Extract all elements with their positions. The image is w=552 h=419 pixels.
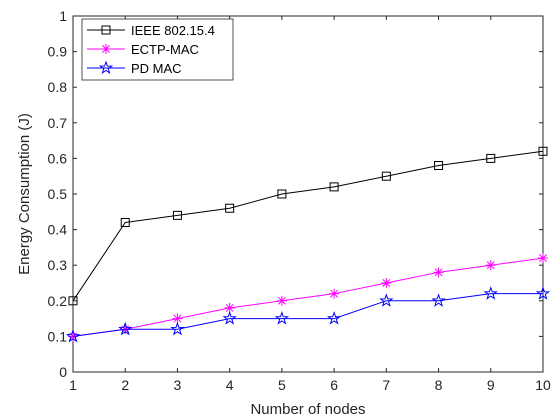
data-point: [485, 260, 496, 271]
data-point: [434, 161, 444, 171]
data-point: [276, 295, 287, 306]
x-tick-label: 1: [69, 377, 77, 393]
y-axis-label: Energy Consumption (J): [16, 113, 33, 275]
y-tick-label: 1: [59, 8, 67, 24]
series-line: [72, 293, 543, 337]
data-point: [538, 146, 548, 156]
data-point: [277, 189, 287, 199]
legend-label: IEEE 802.15.4: [131, 23, 215, 38]
legend: IEEE 802.15.4 ECTP-MAC PD MAC: [81, 18, 234, 81]
x-tick-label: 2: [121, 377, 129, 393]
x-tick-label: 7: [382, 377, 390, 393]
series-pd-mac: [65, 286, 551, 343]
series-ieee-802-15-4: [68, 146, 548, 306]
y-tick-label: 0.1: [48, 328, 68, 344]
data-point: [329, 182, 339, 192]
y-tick-label: 0.9: [48, 44, 68, 60]
data-point: [381, 278, 392, 288]
x-tick-label: 8: [435, 377, 443, 393]
data-point: [224, 302, 235, 313]
data-point: [431, 293, 446, 307]
series-layer: [65, 146, 551, 343]
data-point: [326, 311, 342, 325]
data-point: [486, 153, 496, 163]
x-tick-label: 3: [174, 377, 182, 393]
legend-marker: [98, 60, 114, 75]
legend-label: ECTP-MAC: [131, 42, 199, 57]
legend-item: IEEE 802.15.4: [87, 23, 215, 38]
axis-ticks: 1 2 3 4 5 6 7 8 9 10 0 0.1 0.2 0.3 0.4 0.5 0.6 0.7 0.8 0.9 1: [48, 8, 551, 393]
data-point: [68, 296, 78, 306]
series-line: [72, 257, 544, 337]
y-tick-label: 0.5: [48, 186, 68, 202]
data-point: [118, 321, 133, 336]
y-tick-label: 0.6: [48, 150, 68, 166]
data-point: [329, 288, 340, 299]
data-point: [381, 171, 391, 181]
y-tick-label: 0.4: [48, 222, 68, 238]
data-point: [379, 293, 394, 307]
data-point: [483, 286, 498, 300]
y-tick-label: 0.7: [48, 115, 68, 131]
x-tick-label: 10: [535, 377, 551, 393]
x-tick-label: 6: [330, 377, 338, 393]
x-tick-label: 4: [226, 377, 234, 393]
legend-item: ECTP-MAC: [87, 42, 199, 57]
data-point: [535, 286, 551, 300]
legend-label: PD MAC: [131, 61, 182, 76]
data-point: [274, 311, 290, 325]
data-point: [170, 321, 185, 336]
data-point: [172, 210, 182, 220]
legend-marker: [101, 44, 111, 54]
y-tick-label: 0.3: [48, 257, 68, 273]
data-point: [225, 203, 235, 213]
y-tick-label: 0.8: [48, 79, 68, 95]
data-point: [65, 328, 81, 343]
data-point: [538, 253, 548, 264]
x-axis-label: Number of nodes: [250, 401, 365, 418]
y-tick-label: 0: [59, 364, 67, 380]
legend-marker: [101, 25, 111, 35]
data-point: [222, 311, 237, 325]
legend-item: PD MAC: [87, 60, 182, 76]
data-point: [433, 267, 444, 278]
x-tick-label: 9: [487, 377, 495, 393]
data-point: [120, 217, 130, 227]
series-line: [72, 150, 544, 302]
x-tick-label: 5: [278, 377, 286, 393]
y-tick-label: 0.2: [48, 293, 68, 309]
